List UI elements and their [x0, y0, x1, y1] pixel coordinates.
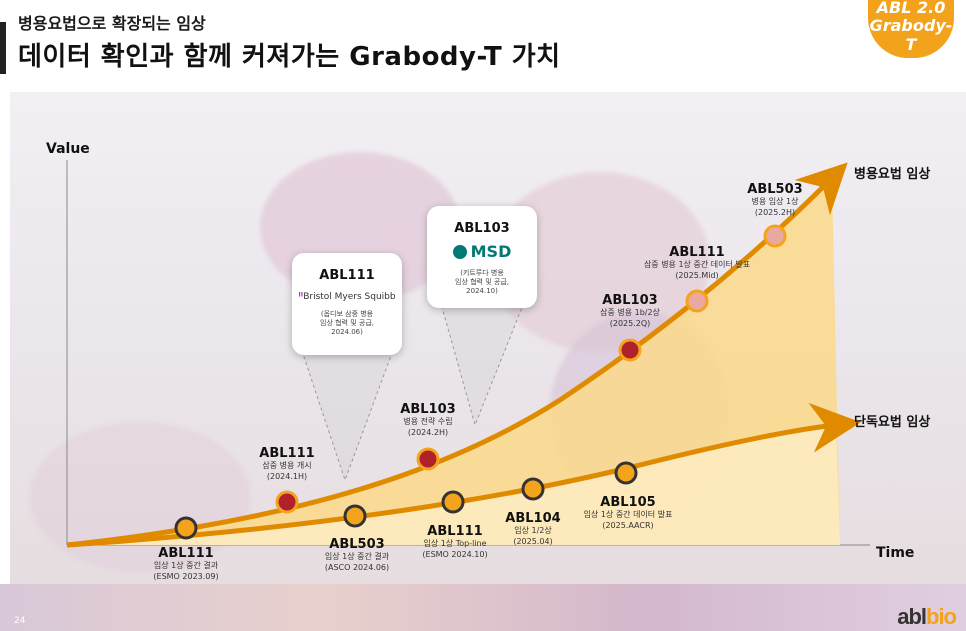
dot-abl103-strategy	[416, 447, 440, 471]
page-number: 24	[14, 616, 26, 626]
label-abl503-combo-name: ABL503	[747, 182, 802, 197]
label-abl103-phase-name: ABL103	[602, 293, 657, 308]
badge-background	[868, 0, 954, 58]
msd-logo-icon	[452, 244, 467, 259]
bms-callout-pointer	[299, 344, 396, 482]
milestone-dots	[174, 224, 787, 540]
dot-abl111-topline	[441, 490, 465, 514]
msd-callout-pointer	[439, 299, 526, 427]
dot-abl503-combo	[763, 224, 787, 248]
bms-logo-icon: ᵎᵎ	[298, 289, 304, 302]
dot-abl111-mid	[685, 289, 709, 313]
label-abl111-topline-line2: (ESMO 2024.10)	[422, 550, 487, 559]
slide-title: 데이터 확인과 함께 커져가는 Grabody-T 가치	[18, 42, 561, 72]
label-abl111-esmo-line1: 임상 1상 중간 결과	[154, 560, 219, 570]
label-abl503-combo-line1: 병용 임상 1상	[752, 196, 800, 206]
badge-line-2: Grabody-T	[869, 16, 953, 54]
label-abl103-phase-line2: (2025.2Q)	[610, 319, 651, 328]
dot-abl105	[614, 461, 638, 485]
label-abl111-topline-name: ABL111	[427, 524, 482, 539]
label-abl104-line2: (2025.04)	[513, 537, 552, 546]
label-abl104-name: ABL104	[505, 511, 560, 526]
accent-bar	[0, 22, 6, 74]
label-abl111-esmo-line2: (ESMO 2023.09)	[153, 572, 218, 581]
y-axis-label: Value	[46, 141, 90, 157]
label-abl111-esmo-name: ABL111	[158, 546, 213, 561]
badge-line-1: ABL 2.0	[876, 0, 946, 17]
dot-abl111-combo	[275, 490, 299, 514]
mono-area-fill	[67, 425, 840, 545]
label-abl111-combo-line1: 삼중 병용 개시	[262, 460, 311, 470]
label-abl105-line2: (2025.AACR)	[602, 521, 653, 530]
label-abl111-topline-line1: 임상 1상 Top-line	[423, 538, 486, 548]
label-abl103-strategy-name: ABL103	[400, 402, 455, 417]
label-abl103-phase-line1: 삼중 병용 1b/2상	[600, 307, 660, 317]
label-abl111-mid-line2: (2025.Mid)	[675, 271, 718, 280]
label-abl111-combo-name: ABL111	[259, 446, 314, 461]
msd-card-description: (키트루다 병용 임상 협력 및 공급, 2024.10)	[455, 269, 509, 295]
msd-card-title: ABL103	[454, 221, 510, 236]
mono-curve	[66, 402, 861, 548]
label-abl111-combo-line2: (2024.1H)	[267, 472, 307, 481]
label-abl503-asco-line1: 임상 1상 중간 결과	[325, 551, 390, 561]
x-axis-label: Time	[876, 545, 914, 561]
label-abl503-asco-name: ABL503	[329, 537, 384, 552]
bms-card-description: (옵디보 삼중 병용 임상 협력 및 공급, 2024.06)	[320, 310, 374, 336]
mono-curve-label: 단독요법 임상	[854, 414, 930, 430]
dot-abl104	[521, 477, 545, 501]
combo-curve-label: 병용요법 임상	[854, 166, 930, 182]
label-abl503-combo-line2: (2025.2H)	[755, 208, 795, 217]
label-abl105-line1: 임상 1상 중간 데이터 발표	[584, 509, 673, 519]
dot-abl503-asco	[343, 504, 367, 528]
abl-badge: ABL 2.0 Grabody-T	[868, 0, 956, 60]
slide-footer	[0, 584, 966, 631]
msd-card-partner: MSD	[427, 242, 537, 261]
label-abl111-mid-name: ABL111	[669, 245, 724, 260]
label-abl111-mid-line1: 삼중 병용 1상 중간 데이터 발표	[644, 259, 750, 269]
slide-header: 병용요법으로 확장되는 임상 데이터 확인과 함께 커져가는 Grabody-T…	[0, 0, 966, 90]
combo-curve	[66, 162, 848, 548]
bms-card-partner: ᵎᵎBristol Myers Squibb	[298, 289, 396, 302]
slide-subtitle: 병용요법으로 확장되는 임상	[18, 14, 206, 33]
label-abl104-line1: 임상 1/2상	[514, 525, 552, 535]
combo-area-fill	[67, 182, 840, 545]
label-abl103-strategy-line2: (2024.2H)	[408, 428, 448, 437]
bms-partnership-card: ABL111 ᵎᵎBristol Myers Squibb (옵디보 삼중 병용…	[292, 253, 402, 355]
label-abl103-strategy-line1: 병용 전략 수립	[403, 416, 452, 426]
bms-card-title: ABL111	[319, 268, 375, 283]
msd-partnership-card: ABL103 MSD (키트루다 병용 임상 협력 및 공급, 2024.10)	[427, 206, 537, 308]
label-abl105-name: ABL105	[600, 495, 655, 510]
label-abl503-asco-line2: (ASCO 2024.06)	[325, 563, 389, 572]
dot-abl103-phase	[618, 338, 642, 362]
ablbio-logo: ablbio	[897, 604, 957, 629]
dot-abl111-esmo	[174, 516, 198, 540]
